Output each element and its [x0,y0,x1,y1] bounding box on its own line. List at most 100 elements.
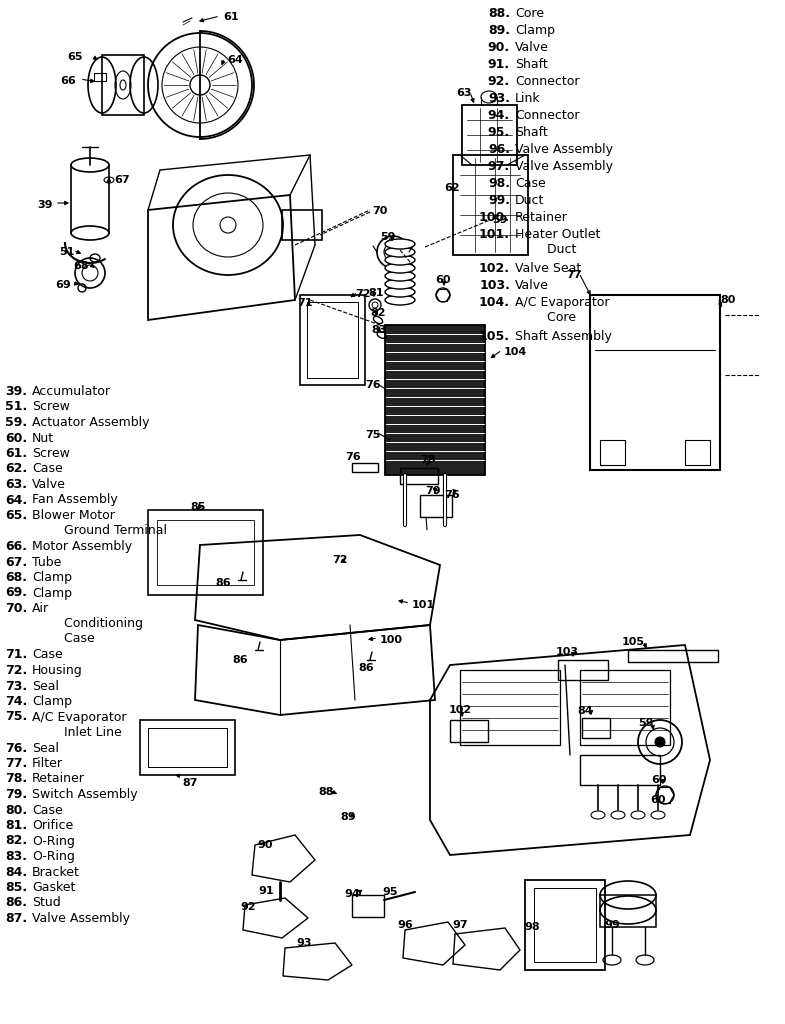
Text: Tube: Tube [32,555,61,568]
Text: Valve: Valve [32,478,66,490]
Text: Valve Assembly: Valve Assembly [515,160,613,173]
Text: 98: 98 [524,922,539,932]
Text: 85: 85 [190,502,206,512]
Text: 87: 87 [182,778,198,788]
Text: 63: 63 [456,88,472,98]
Text: Orifice: Orifice [32,819,73,831]
Text: Clamp: Clamp [32,695,72,708]
Text: 90.: 90. [487,41,510,54]
Bar [300,295,365,385]
Ellipse shape [385,239,415,249]
Text: 82: 82 [370,308,385,318]
Text: 89.: 89. [488,24,510,37]
Text: 51: 51 [59,247,75,257]
Bar [148,510,263,595]
Text: Core: Core [515,7,544,20]
Bar [453,155,528,255]
Text: Accumulator: Accumulator [32,385,111,398]
Text: 59: 59 [492,215,507,225]
Text: 77: 77 [566,270,582,280]
Text: 95.: 95. [487,126,510,139]
Bar [600,895,656,927]
Text: Blower Motor
        Ground Terminal: Blower Motor Ground Terminal [32,509,167,537]
Text: Motor Assembly: Motor Assembly [32,540,132,553]
Text: Bracket: Bracket [32,865,80,879]
Text: 59: 59 [638,718,653,728]
Text: 94.: 94. [487,109,510,122]
Text: 91: 91 [258,886,274,896]
Text: 61.: 61. [5,447,27,460]
Text: Connector: Connector [515,75,579,88]
Text: O-Ring: O-Ring [32,835,75,848]
Bar [525,880,605,970]
Text: 96.: 96. [488,143,510,156]
Text: 89: 89 [340,812,356,822]
Text: Link: Link [515,92,541,105]
Text: 79: 79 [425,486,440,496]
Ellipse shape [385,255,415,265]
Bar [385,325,485,475]
Text: O-Ring: O-Ring [32,850,75,863]
Bar [590,295,720,470]
Ellipse shape [385,295,415,305]
Text: Air
        Conditioning
        Case: Air Conditioning Case [32,602,143,645]
Text: Clamp: Clamp [32,587,72,599]
Text: 85.: 85. [5,881,27,894]
Text: 67: 67 [114,175,130,185]
Text: 77.: 77. [5,757,27,770]
Text: 59: 59 [380,232,396,242]
Bar [148,728,227,767]
Text: A/C Evaporator
        Core: A/C Evaporator Core [515,296,609,324]
Text: Case: Case [32,463,63,475]
Text: 94: 94 [344,889,360,899]
Text: Screw: Screw [32,400,70,414]
Bar [400,468,438,484]
Bar [685,440,710,465]
Text: Valve: Valve [515,279,549,292]
Text: Case: Case [32,648,63,662]
Text: 86.: 86. [5,896,27,909]
Text: Gasket: Gasket [32,881,75,894]
Text: 69.: 69. [5,587,27,599]
Text: Clamp: Clamp [32,571,72,584]
Text: 100.: 100. [479,211,510,224]
Text: 88: 88 [318,787,334,797]
Text: 83.: 83. [5,850,27,863]
Text: 80: 80 [720,295,736,305]
Text: Valve Seat: Valve Seat [515,262,581,275]
Text: 76: 76 [444,490,460,500]
Text: 105.: 105. [479,330,510,343]
Text: Clamp: Clamp [515,24,555,37]
Text: 102: 102 [449,705,472,715]
Bar [420,495,452,517]
Text: 72: 72 [332,555,348,565]
Text: 72: 72 [355,289,371,299]
Text: 39: 39 [37,200,53,210]
Text: 82.: 82. [5,835,27,848]
Text: 105: 105 [622,637,645,647]
Text: Connector: Connector [515,109,579,122]
Text: 59.: 59. [5,416,27,429]
Ellipse shape [385,271,415,281]
Text: Heater Outlet
        Duct: Heater Outlet Duct [515,228,601,256]
Text: 60.: 60. [5,431,27,444]
Text: 39.: 39. [5,385,27,398]
Text: Case: Case [32,804,63,816]
Bar [534,888,596,962]
Text: Duct: Duct [515,194,544,207]
Text: 60: 60 [435,275,451,285]
Text: 88.: 88. [488,7,510,20]
Bar [580,670,670,745]
Text: 67.: 67. [5,555,27,568]
Text: 97.: 97. [487,160,510,173]
Text: 91.: 91. [487,58,510,71]
Text: Housing: Housing [32,664,82,677]
Text: 80.: 80. [5,804,27,816]
Text: Valve Assembly: Valve Assembly [515,143,613,156]
Text: 69: 69 [55,280,71,290]
Text: 92: 92 [240,902,256,912]
Text: Nut: Nut [32,431,54,444]
Ellipse shape [385,287,415,297]
Text: 62: 62 [444,183,460,193]
Bar [94,73,106,81]
